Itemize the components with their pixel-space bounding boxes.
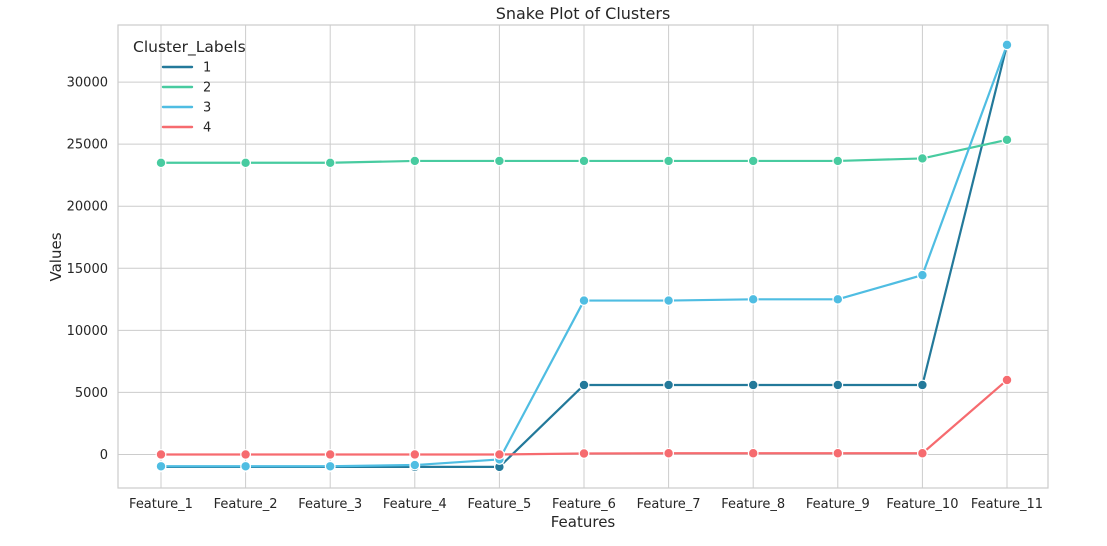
x-tick-label: Feature_1 <box>129 497 193 512</box>
plot-frame <box>117 24 1049 489</box>
x-tick-label: Feature_8 <box>721 497 785 512</box>
data-point <box>917 447 928 459</box>
x-axis-label: Features <box>551 513 616 531</box>
data-point <box>324 449 336 460</box>
data-point <box>832 155 844 167</box>
legend-label: 2 <box>203 81 211 96</box>
legend-label: 3 <box>203 101 211 116</box>
y-tick-label: 15000 <box>67 262 108 277</box>
series-3 <box>155 39 1013 472</box>
data-point <box>155 157 167 169</box>
data-point <box>747 155 759 167</box>
series-2 <box>155 134 1013 169</box>
y-tick-label: 0 <box>100 448 108 463</box>
legend-item: 1 <box>161 61 211 76</box>
y-tick-label: 10000 <box>67 324 108 339</box>
legend-label: 4 <box>203 121 211 136</box>
x-tick-label: Feature_4 <box>383 497 447 512</box>
y-tick-label: 20000 <box>67 200 108 215</box>
data-point <box>747 447 759 459</box>
data-point <box>747 379 759 391</box>
data-point <box>663 155 674 167</box>
data-point <box>832 293 844 305</box>
data-point <box>240 157 252 169</box>
y-tick-label: 5000 <box>75 386 108 401</box>
data-point <box>747 293 759 305</box>
chart-title: Snake Plot of Clusters <box>496 4 671 23</box>
data-point <box>324 157 336 169</box>
legend: Cluster_Labels 1 2 3 4 <box>133 38 246 136</box>
data-point <box>155 460 167 472</box>
data-point <box>240 449 252 460</box>
x-tick-label: Feature_5 <box>467 497 531 512</box>
legend-items: 1 2 3 4 <box>161 61 211 136</box>
x-tick-label: Feature_2 <box>214 497 278 512</box>
legend-item: 4 <box>161 121 211 136</box>
data-point <box>578 379 590 391</box>
x-tick-label: Feature_9 <box>806 497 870 512</box>
legend-title: Cluster_Labels <box>133 38 246 57</box>
y-axis-label: Values <box>47 232 65 281</box>
data-point <box>917 153 928 164</box>
y-tick-label: 25000 <box>67 138 108 153</box>
data-point <box>155 449 167 460</box>
series-4 <box>155 374 1013 460</box>
grid-layer <box>118 25 1048 488</box>
data-point <box>578 448 590 459</box>
data-point <box>240 460 252 472</box>
x-tick-label: Feature_7 <box>637 497 701 512</box>
data-point <box>1001 374 1013 386</box>
data-point <box>663 379 674 391</box>
data-point <box>663 447 674 459</box>
data-point <box>1001 134 1013 146</box>
data-point <box>1001 39 1013 51</box>
x-tick-label: Feature_3 <box>298 497 362 512</box>
data-point <box>917 379 928 391</box>
x-tick-label: Feature_11 <box>971 497 1043 512</box>
data-point <box>832 447 844 459</box>
tick-layer: Feature_1 Feature_2 Feature_3 Feature_4 Feat… <box>67 76 1043 512</box>
x-tick-label: Feature_6 <box>552 497 616 512</box>
data-point <box>917 269 928 281</box>
x-tick-label: Feature_10 <box>886 497 958 512</box>
legend-label: 1 <box>203 61 211 76</box>
data-point <box>324 460 336 472</box>
data-point <box>409 155 421 167</box>
y-tick-label: 30000 <box>67 76 108 91</box>
data-point <box>494 449 505 460</box>
series-layer <box>155 39 1013 473</box>
data-point <box>578 295 590 306</box>
data-point <box>409 459 421 471</box>
data-point <box>663 295 674 306</box>
data-point <box>409 449 421 460</box>
data-point <box>494 155 505 167</box>
legend-item: 2 <box>161 81 211 96</box>
legend-item: 3 <box>161 101 211 116</box>
data-point <box>832 379 844 391</box>
data-point <box>578 155 590 167</box>
